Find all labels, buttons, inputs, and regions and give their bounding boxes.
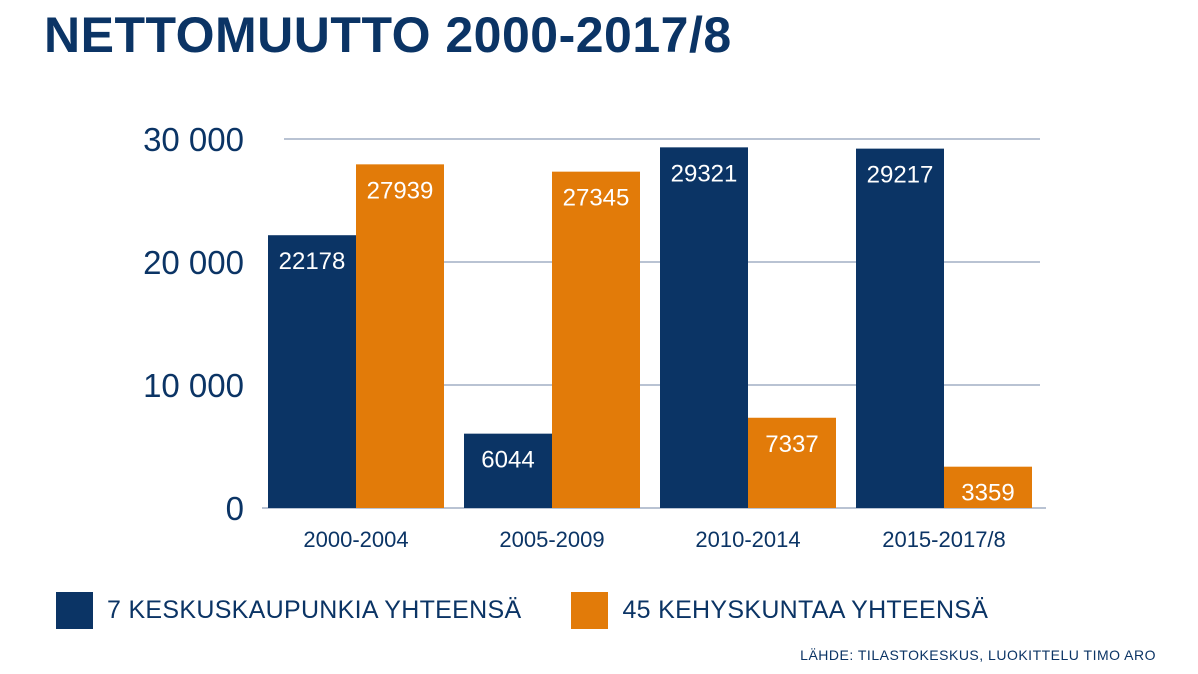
y-tick-label: 10 000 xyxy=(143,367,244,404)
chart-title: NETTOMUUTTO 2000-2017/8 xyxy=(44,7,732,63)
data-label: 29217 xyxy=(867,162,934,189)
x-tick-label: 2010-2014 xyxy=(695,527,800,552)
y-tick-label: 30 000 xyxy=(143,121,244,158)
source-note: LÄHDE: TILASTOKESKUS, LUOKITTELU TIMO AR… xyxy=(800,647,1156,663)
legend-swatch-navy xyxy=(56,592,93,629)
y-tick-label: 0 xyxy=(226,490,244,527)
bar-orange xyxy=(944,466,1032,508)
y-axis-ticks: 0 10 000 20 000 30 000 xyxy=(143,121,244,527)
bar-navy xyxy=(268,235,356,508)
data-label: 27939 xyxy=(367,177,434,204)
bar-navy xyxy=(856,148,944,508)
legend-label: 7 KESKUSKAUPUNKIA YHTEENSÄ xyxy=(107,596,522,624)
x-axis-ticks: 2000-2004 2005-2009 2010-2014 2015-2017/8 xyxy=(303,527,1005,552)
bar-orange xyxy=(748,417,836,508)
data-label: 29321 xyxy=(671,160,738,187)
y-tick-label: 20 000 xyxy=(143,244,244,281)
data-label: 3359 xyxy=(961,480,1014,507)
legend-item-keskuskaupungit: 7 KESKUSKAUPUNKIA YHTEENSÄ xyxy=(56,592,521,629)
legend-swatch-orange xyxy=(571,592,609,629)
data-labels: 22178 27939 6044 27345 29321 7337 29217 3359 xyxy=(279,160,1015,506)
data-label: 22178 xyxy=(279,248,346,275)
bars xyxy=(268,147,1032,509)
bar-navy xyxy=(464,433,552,508)
data-label: 27345 xyxy=(563,185,630,212)
data-label: 6044 xyxy=(481,447,534,474)
legend-label: 45 KEHYSKUNTAA YHTEENSÄ xyxy=(622,596,989,624)
x-tick-label: 2005-2009 xyxy=(499,527,604,552)
bar-orange xyxy=(356,164,444,509)
data-label: 7337 xyxy=(765,431,818,458)
x-tick-label: 2015-2017/8 xyxy=(882,527,1006,552)
bar-navy xyxy=(660,147,748,509)
x-tick-label: 2000-2004 xyxy=(303,527,408,552)
legend: 7 KESKUSKAUPUNKIA YHTEENSÄ 45 KEHYSKUNTA… xyxy=(56,592,1038,629)
bar-orange xyxy=(552,171,640,508)
legend-item-kehyskunnat: 45 KEHYSKUNTAA YHTEENSÄ xyxy=(571,592,988,629)
